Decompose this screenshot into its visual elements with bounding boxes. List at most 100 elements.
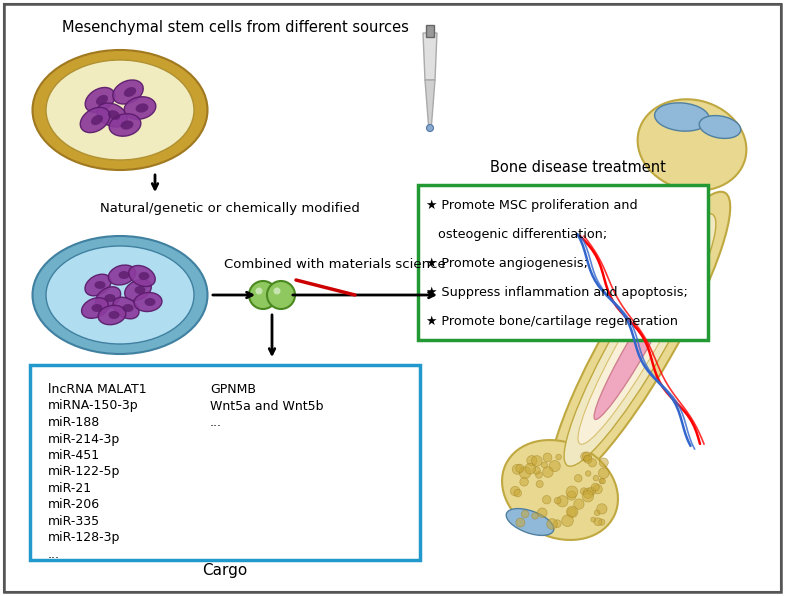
Text: miR-188: miR-188 bbox=[48, 416, 100, 429]
Circle shape bbox=[520, 477, 528, 486]
Ellipse shape bbox=[119, 271, 130, 279]
Ellipse shape bbox=[46, 60, 194, 160]
Text: miRNA-150-3p: miRNA-150-3p bbox=[48, 399, 139, 412]
Circle shape bbox=[553, 520, 561, 527]
Text: ★ Promote MSC proliferation and: ★ Promote MSC proliferation and bbox=[426, 199, 637, 212]
Circle shape bbox=[594, 518, 602, 526]
Circle shape bbox=[583, 488, 593, 498]
Ellipse shape bbox=[564, 214, 716, 466]
Circle shape bbox=[546, 519, 557, 529]
Text: ★ Promote bone/cartilage regeneration: ★ Promote bone/cartilage regeneration bbox=[426, 315, 678, 328]
Circle shape bbox=[591, 483, 599, 491]
Text: miR-206: miR-206 bbox=[48, 498, 100, 511]
Circle shape bbox=[556, 454, 561, 460]
Ellipse shape bbox=[699, 116, 741, 138]
Circle shape bbox=[582, 491, 593, 502]
Ellipse shape bbox=[122, 304, 133, 312]
Circle shape bbox=[543, 453, 552, 462]
Ellipse shape bbox=[136, 103, 148, 113]
Circle shape bbox=[588, 458, 597, 467]
Text: Bone disease treatment: Bone disease treatment bbox=[490, 160, 666, 175]
Circle shape bbox=[516, 518, 525, 527]
Circle shape bbox=[562, 515, 573, 526]
Text: Cargo: Cargo bbox=[203, 563, 247, 578]
Ellipse shape bbox=[637, 100, 747, 191]
Ellipse shape bbox=[121, 120, 133, 129]
Text: GPNMB: GPNMB bbox=[210, 383, 256, 396]
Circle shape bbox=[581, 452, 590, 461]
Bar bbox=[426, 25, 434, 37]
Text: miR-214-3p: miR-214-3p bbox=[48, 433, 120, 445]
Ellipse shape bbox=[138, 272, 149, 280]
Bar bbox=[418, 185, 708, 340]
Circle shape bbox=[600, 479, 605, 484]
Text: miR-335: miR-335 bbox=[48, 515, 100, 528]
Bar bbox=[30, 365, 420, 560]
Circle shape bbox=[513, 464, 522, 474]
Circle shape bbox=[519, 467, 531, 479]
Text: miR-122-5p: miR-122-5p bbox=[48, 465, 120, 479]
Ellipse shape bbox=[594, 281, 676, 420]
Circle shape bbox=[521, 510, 529, 518]
Ellipse shape bbox=[95, 287, 121, 309]
Polygon shape bbox=[425, 80, 435, 125]
Ellipse shape bbox=[113, 297, 139, 319]
Circle shape bbox=[597, 504, 607, 514]
Circle shape bbox=[249, 281, 277, 309]
Ellipse shape bbox=[32, 50, 207, 170]
Text: miR-128-3p: miR-128-3p bbox=[48, 532, 120, 545]
Circle shape bbox=[567, 506, 578, 517]
Ellipse shape bbox=[502, 440, 618, 540]
Circle shape bbox=[527, 455, 537, 465]
Ellipse shape bbox=[506, 508, 553, 535]
Ellipse shape bbox=[134, 286, 145, 294]
Circle shape bbox=[580, 488, 587, 495]
Circle shape bbox=[584, 455, 592, 463]
Ellipse shape bbox=[92, 304, 103, 312]
Circle shape bbox=[574, 499, 584, 510]
Circle shape bbox=[542, 467, 553, 477]
Circle shape bbox=[586, 471, 591, 476]
Text: lncRNA MALAT1: lncRNA MALAT1 bbox=[48, 383, 147, 396]
Ellipse shape bbox=[32, 236, 207, 354]
Ellipse shape bbox=[104, 294, 115, 302]
Ellipse shape bbox=[82, 297, 108, 318]
Circle shape bbox=[538, 508, 547, 517]
Ellipse shape bbox=[85, 88, 115, 113]
Circle shape bbox=[542, 495, 551, 504]
Circle shape bbox=[598, 468, 609, 479]
Ellipse shape bbox=[108, 265, 136, 285]
Circle shape bbox=[582, 452, 592, 461]
Circle shape bbox=[583, 455, 590, 462]
Circle shape bbox=[535, 471, 542, 479]
Circle shape bbox=[575, 474, 582, 482]
Circle shape bbox=[542, 462, 548, 468]
Ellipse shape bbox=[91, 115, 103, 125]
Ellipse shape bbox=[113, 80, 143, 104]
Circle shape bbox=[267, 281, 295, 309]
Circle shape bbox=[567, 491, 576, 500]
Text: ...: ... bbox=[210, 416, 222, 429]
Circle shape bbox=[599, 479, 604, 483]
Text: Mesenchymal stem cells from different sources: Mesenchymal stem cells from different so… bbox=[61, 20, 408, 35]
Circle shape bbox=[593, 485, 602, 494]
Circle shape bbox=[426, 125, 433, 132]
Polygon shape bbox=[423, 33, 437, 80]
Circle shape bbox=[599, 458, 608, 467]
Circle shape bbox=[536, 480, 543, 488]
Ellipse shape bbox=[578, 235, 702, 444]
Ellipse shape bbox=[97, 103, 127, 127]
Ellipse shape bbox=[550, 192, 730, 488]
Circle shape bbox=[531, 455, 542, 466]
Circle shape bbox=[531, 513, 539, 519]
Circle shape bbox=[587, 487, 596, 495]
Ellipse shape bbox=[98, 305, 126, 325]
Ellipse shape bbox=[108, 110, 120, 120]
Circle shape bbox=[514, 489, 521, 497]
Ellipse shape bbox=[85, 274, 111, 296]
Circle shape bbox=[255, 287, 262, 294]
Circle shape bbox=[510, 486, 520, 496]
Circle shape bbox=[599, 519, 605, 526]
Text: Combined with materials science: Combined with materials science bbox=[225, 259, 446, 272]
Ellipse shape bbox=[129, 265, 155, 287]
